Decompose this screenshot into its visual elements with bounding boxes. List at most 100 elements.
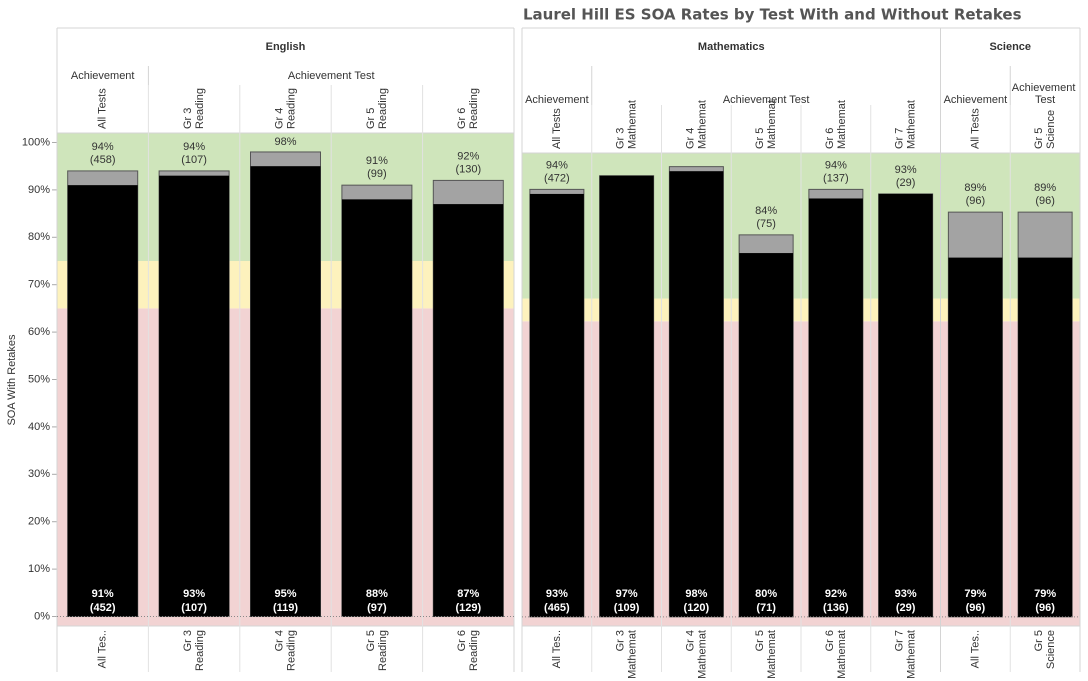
count-label: (97) <box>367 602 387 614</box>
column-header: Mathemat <box>766 100 778 149</box>
x-tick-label: Mathemat <box>766 630 778 679</box>
column-header: All Tests <box>551 108 563 149</box>
column-header: Gr 4 <box>684 128 696 149</box>
count-label: (472) <box>544 172 570 184</box>
bar-without-retakes <box>808 198 863 617</box>
value-label: 84% <box>755 205 777 217</box>
value-label: 79% <box>964 588 986 600</box>
column-header: Mathemat <box>906 100 918 149</box>
x-tick-label: Mathemat <box>906 630 918 679</box>
section-header: Achievement <box>71 70 135 82</box>
count-label: (96) <box>1035 195 1055 207</box>
count-label: (75) <box>756 218 776 230</box>
count-label: (119) <box>273 602 298 614</box>
x-tick-label: All Tes.. <box>969 630 981 668</box>
x-tick-label: Gr 7 <box>894 630 906 651</box>
value-label: 97% <box>616 588 638 600</box>
y-tick-label: 60% <box>28 326 50 338</box>
count-label: (465) <box>544 602 570 614</box>
column-header: Reading <box>468 88 480 129</box>
column-header: Gr 3 <box>182 108 194 129</box>
count-label: (458) <box>90 154 116 166</box>
y-tick-label: 10% <box>28 563 50 575</box>
column-header: Gr 5 <box>1033 128 1045 149</box>
y-axis-title: SOA With Retakes <box>6 334 18 426</box>
column-header: Reading <box>285 88 297 129</box>
value-label: 93% <box>546 588 568 600</box>
column-header: Reading <box>377 88 389 129</box>
value-label: 89% <box>964 182 986 194</box>
section-header: Achievement Test <box>288 70 375 82</box>
section-header: Achievement <box>944 94 1008 106</box>
x-tick-label: Reading <box>468 630 480 671</box>
value-label: 98% <box>685 588 707 600</box>
y-tick-label: 0% <box>34 610 50 622</box>
count-label: (29) <box>896 602 916 614</box>
value-label: 92% <box>457 150 479 162</box>
x-tick-label: Mathemat <box>836 630 848 679</box>
dashboard-title: Laurel Hill ES SOA Rates by Test With an… <box>523 6 1022 24</box>
bar-without-retakes <box>159 175 230 617</box>
value-label: 80% <box>755 588 777 600</box>
value-label: 94% <box>825 159 847 171</box>
value-label: 95% <box>274 588 296 600</box>
x-tick-label: Reading <box>377 630 389 671</box>
y-tick-label: 50% <box>28 373 50 385</box>
column-header: Gr 4 <box>273 108 285 129</box>
count-label: (109) <box>614 602 640 614</box>
column-header: Gr 5 <box>365 108 377 129</box>
value-label: 89% <box>1034 182 1056 194</box>
x-tick-label: All Tes.. <box>97 630 109 668</box>
column-header: Mathemat <box>836 100 848 149</box>
column-header: Science <box>1045 110 1057 149</box>
column-header: Reading <box>194 88 206 129</box>
count-label: (96) <box>966 195 986 207</box>
y-tick-label: 100% <box>22 136 50 148</box>
y-tick-label: 40% <box>28 421 50 433</box>
value-label: 91% <box>92 588 114 600</box>
subject-header: English <box>266 41 306 53</box>
value-label: 88% <box>366 588 388 600</box>
value-label: 94% <box>183 141 205 153</box>
value-label: 93% <box>183 588 205 600</box>
x-tick-label: All Tes.. <box>551 630 563 668</box>
x-tick-label: Gr 5 <box>1033 630 1045 651</box>
y-tick-label: 30% <box>28 468 50 480</box>
column-header: Mathemat <box>696 100 708 149</box>
value-label: 79% <box>1034 588 1056 600</box>
count-label: (71) <box>756 602 776 614</box>
bar-without-retakes <box>599 175 654 617</box>
bar-without-retakes <box>250 166 321 617</box>
x-tick-label: Mathemat <box>627 630 639 679</box>
column-header: Gr 7 <box>894 128 906 149</box>
x-tick-label: Mathemat <box>696 630 708 679</box>
x-tick-label: Reading <box>285 630 297 671</box>
bar-without-retakes <box>669 171 724 617</box>
column-header: Gr 5 <box>754 128 766 149</box>
bar-without-retakes <box>529 193 584 617</box>
section-header: Achievement <box>525 94 589 106</box>
bar-without-retakes <box>878 193 933 617</box>
x-tick-label: Gr 5 <box>365 630 377 651</box>
y-tick-label: 20% <box>28 516 50 528</box>
column-header: All Tests <box>969 108 981 149</box>
bar-without-retakes <box>948 257 1003 617</box>
count-label: (129) <box>455 602 481 614</box>
count-label: (96) <box>966 602 986 614</box>
y-tick-label: 90% <box>28 184 50 196</box>
value-label: 93% <box>895 164 917 176</box>
x-tick-label: Gr 4 <box>684 630 696 651</box>
value-label: 94% <box>92 141 114 153</box>
bar-without-retakes <box>341 199 412 617</box>
x-tick-label: Gr 6 <box>456 630 468 651</box>
y-tick-label: 70% <box>28 279 50 291</box>
count-label: (107) <box>181 154 207 166</box>
count-label: (120) <box>684 602 710 614</box>
value-label: 93% <box>895 588 917 600</box>
value-label: 94% <box>546 159 568 171</box>
bar-without-retakes <box>1018 257 1073 617</box>
count-label: (137) <box>823 172 849 184</box>
count-label: (130) <box>455 163 481 175</box>
y-tick-label: 80% <box>28 231 50 243</box>
x-tick-label: Science <box>1045 630 1057 669</box>
